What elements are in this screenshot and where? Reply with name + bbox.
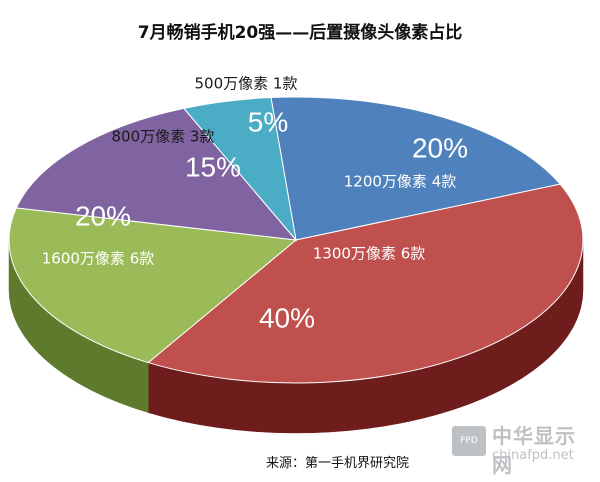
slice-percent-label: 20% [75, 200, 131, 231]
slice-percent-label: 40% [259, 302, 315, 333]
source-note: 来源：第一手机界研究院 [266, 456, 410, 471]
pie-slice-2 [147, 183, 584, 384]
pie-slice-5 [182, 97, 297, 242]
watermark-name: 中华显示网 [492, 424, 576, 477]
slice-category-label: 1300万像素 6款 [313, 245, 426, 263]
pie-slice-4 [15, 107, 298, 241]
slice-percent-label: 15% [185, 151, 241, 182]
chart-title: 7月畅销手机20强——后置摄像头像素占比 [137, 23, 463, 43]
slice-category-label: 800万像素 3款 [112, 128, 215, 146]
watermark-url: chinafpd.net [492, 448, 574, 463]
slice-percent-label: 5% [248, 106, 288, 137]
slice-category-label: 1600万像素 6款 [42, 250, 155, 268]
pie-slice-3 [8, 207, 298, 364]
monitor-icon: FPD [452, 426, 486, 456]
pie-labels: 20% 1200万像素 4款 40% 1300万像素 6款 20% 1600万像素 6款 1… [42, 75, 468, 334]
slice-percent-label: 20% [412, 132, 468, 163]
watermark-logo: FPD 中华显示网 chinafpd.net [448, 418, 596, 477]
slice-category-label: 500万像素 1款 [195, 75, 298, 93]
slice-category-label: 1200万像素 4款 [344, 173, 457, 191]
pie-slice-1 [270, 96, 562, 241]
pie-top-group [8, 96, 584, 384]
